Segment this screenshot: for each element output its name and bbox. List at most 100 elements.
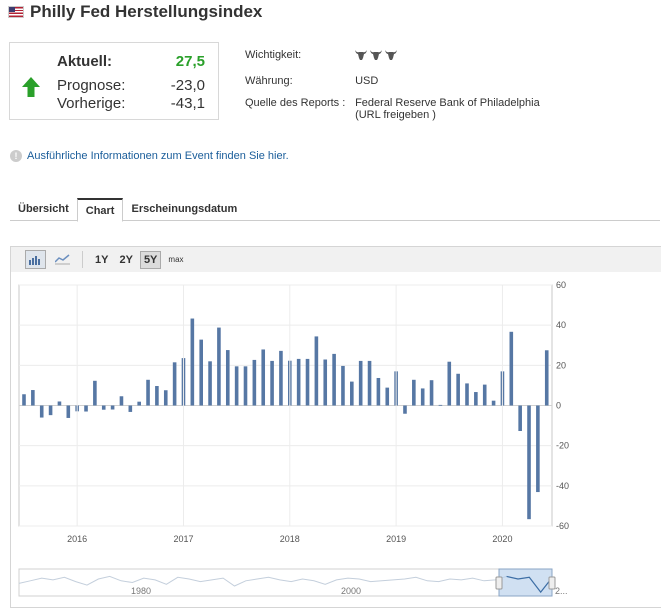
bar bbox=[474, 392, 478, 406]
bar bbox=[93, 380, 97, 406]
bar bbox=[31, 390, 35, 406]
x-tick-label: 2019 bbox=[386, 534, 406, 544]
importance-row: Wichtigkeit: bbox=[245, 49, 398, 63]
bar bbox=[128, 405, 133, 412]
bar bbox=[332, 353, 336, 406]
bar bbox=[456, 373, 460, 406]
bar bbox=[279, 350, 283, 406]
y-tick-label: 0 bbox=[556, 401, 561, 411]
bar bbox=[412, 379, 416, 406]
bull-icon bbox=[385, 50, 398, 60]
source-value-block: Federal Reserve Bank of Philadelphia (UR… bbox=[355, 97, 540, 121]
source-value: Federal Reserve Bank of Philadelphia bbox=[355, 97, 540, 109]
bar bbox=[39, 405, 44, 418]
chart-toolbar: 1Y 2Y 5Y max bbox=[11, 247, 661, 272]
bar bbox=[48, 405, 53, 416]
bar bbox=[358, 360, 363, 406]
y-tick-label: 40 bbox=[556, 320, 566, 330]
previous-value: -43,1 bbox=[170, 95, 205, 112]
bar bbox=[57, 401, 62, 406]
previous-label: Vorherige: bbox=[57, 95, 126, 112]
bar bbox=[199, 339, 203, 406]
tab-release-dates[interactable]: Erscheinungsdatum bbox=[131, 203, 238, 215]
currency-row: Währung: USD bbox=[245, 75, 378, 87]
x-tick-label: 2018 bbox=[280, 534, 300, 544]
bar bbox=[243, 366, 248, 406]
bar bbox=[420, 388, 425, 406]
bull-icon bbox=[370, 50, 383, 60]
tab-bar: Übersicht Chart Erscheinungsdatum bbox=[10, 198, 660, 222]
forecast-value: -23,0 bbox=[170, 77, 205, 94]
bar bbox=[234, 366, 239, 406]
bar bbox=[155, 386, 159, 406]
bar bbox=[101, 405, 106, 410]
line-chart-icon bbox=[55, 254, 70, 265]
forecast-row: Prognose: -23,0 bbox=[57, 77, 205, 94]
navigator-selected-line bbox=[506, 575, 553, 594]
event-info-link[interactable]: Ausführliche Informationen zum Event fin… bbox=[27, 150, 289, 162]
bar bbox=[367, 360, 372, 406]
bar bbox=[119, 396, 124, 406]
bar bbox=[208, 361, 212, 406]
page-title-text: Philly Fed Herstellungsindex bbox=[30, 2, 263, 21]
summary-box: Aktuell: 27,5 Prognose: -23,0 Vorherige:… bbox=[9, 42, 219, 120]
bar bbox=[429, 380, 434, 406]
y-tick-label: -60 bbox=[556, 521, 569, 531]
range-max-button[interactable]: max bbox=[168, 255, 184, 264]
bar bbox=[536, 405, 540, 493]
bar-chart: 60 40 20 0 -20 -40 -60 2016 2017 2018 2019 2020 1980… bbox=[18, 280, 569, 597]
navigator-area bbox=[18, 568, 553, 597]
bar bbox=[376, 377, 381, 406]
x-tick-label: 2020 bbox=[492, 534, 512, 544]
navigator-label: 1980 bbox=[131, 586, 151, 596]
bar bbox=[385, 387, 390, 406]
bar bbox=[84, 405, 88, 412]
line-chart-button[interactable] bbox=[53, 251, 72, 268]
bar bbox=[163, 390, 168, 406]
y-tick-label: 20 bbox=[556, 360, 566, 370]
bar-chart-button[interactable] bbox=[25, 250, 46, 269]
source-row: Quelle des Reports : Federal Reserve Ban… bbox=[245, 97, 540, 121]
bar bbox=[66, 405, 71, 418]
x-tick-label: 2016 bbox=[67, 534, 87, 544]
toolbar-divider bbox=[82, 251, 83, 268]
bar bbox=[110, 405, 115, 410]
bar bbox=[296, 358, 301, 406]
bar-chart-icon bbox=[29, 255, 40, 265]
importance-label: Wichtigkeit: bbox=[245, 49, 302, 61]
actual-row: Aktuell: 27,5 bbox=[57, 53, 205, 70]
share-url-link[interactable]: (URL freigeben ) bbox=[355, 109, 436, 121]
tab-chart[interactable]: Chart bbox=[76, 198, 124, 222]
bar bbox=[225, 350, 230, 406]
page-title: Philly Fed Herstellungsindex bbox=[8, 2, 262, 22]
bar bbox=[544, 350, 549, 406]
x-tick-label: 2017 bbox=[173, 534, 193, 544]
range-5y-button[interactable]: 5Y bbox=[139, 250, 162, 269]
bar bbox=[403, 405, 407, 414]
bar bbox=[527, 405, 531, 520]
bar bbox=[509, 331, 514, 406]
bar bbox=[305, 358, 310, 406]
bull-icon bbox=[355, 50, 368, 60]
y-tick-label: -40 bbox=[556, 481, 569, 491]
navigator-label: 2000 bbox=[341, 586, 361, 596]
range-1y-button[interactable]: 1Y bbox=[95, 253, 109, 266]
bar bbox=[137, 401, 141, 406]
tab-overview[interactable]: Übersicht bbox=[18, 203, 69, 215]
bar bbox=[482, 384, 487, 406]
actual-value: 27,5 bbox=[175, 53, 205, 70]
actual-label: Aktuell: bbox=[57, 53, 113, 70]
source-label: Quelle des Reports : bbox=[245, 97, 346, 109]
arrow-up-icon bbox=[22, 77, 40, 97]
navigator-line bbox=[18, 575, 553, 593]
bar bbox=[270, 360, 274, 406]
chart-panel: 1Y 2Y 5Y max 60 40 20 0 -20 -40 -60 2016 2017 201… bbox=[10, 246, 661, 608]
navigator-handle bbox=[495, 576, 503, 590]
info-row: ! Ausführliche Informationen zum Event f… bbox=[10, 150, 289, 162]
range-2y-button[interactable]: 2Y bbox=[119, 253, 133, 266]
bar bbox=[261, 349, 266, 406]
importance-rating bbox=[355, 49, 398, 63]
bar bbox=[314, 336, 319, 406]
bar bbox=[217, 327, 221, 406]
bar bbox=[465, 383, 469, 406]
